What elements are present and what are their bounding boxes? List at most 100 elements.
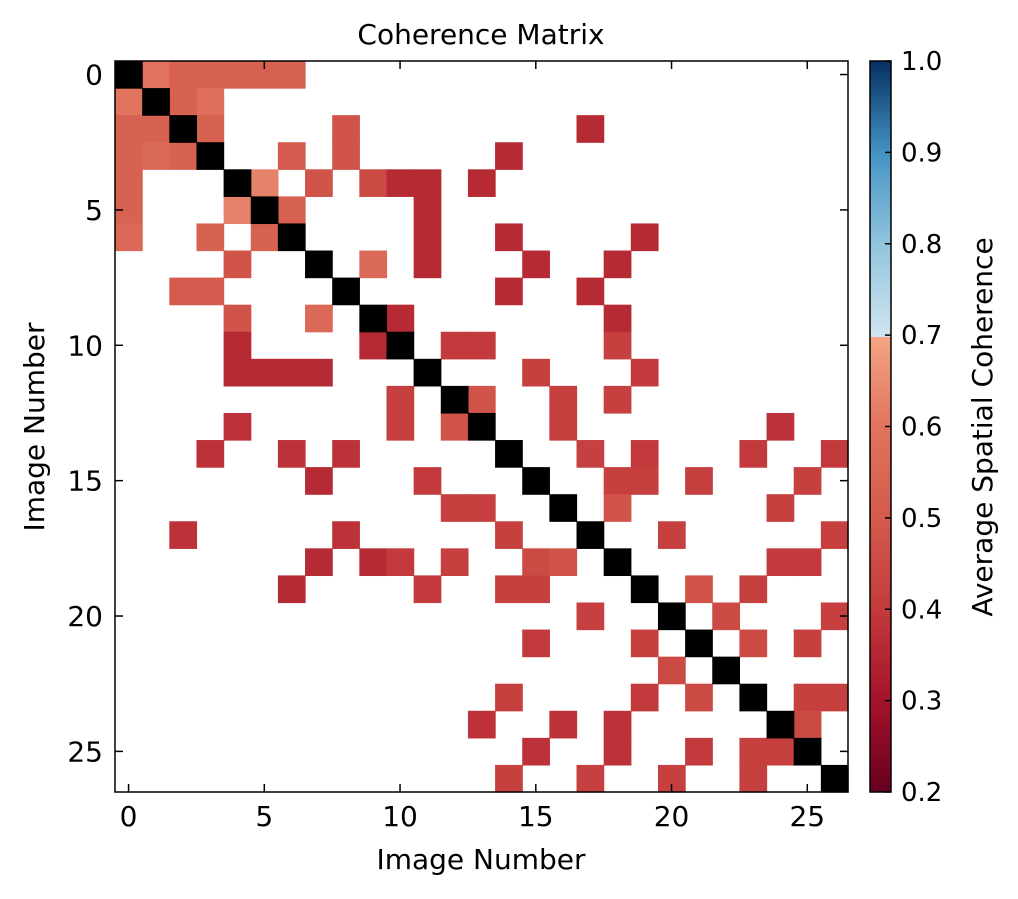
heatmap-cell <box>413 223 442 252</box>
heatmap-cell <box>522 629 550 658</box>
x-tick-label: 20 <box>654 800 690 833</box>
plot-frame <box>114 60 849 793</box>
colorbar-tick-label: 0.3 <box>901 687 942 717</box>
diagonal-cell <box>820 764 849 793</box>
heatmap-cell <box>440 331 469 360</box>
heatmap-cell <box>495 521 523 549</box>
heatmap-cell <box>820 440 849 468</box>
heatmap-cell <box>603 737 632 766</box>
heatmap-cell <box>332 115 360 143</box>
heatmap-cell <box>196 440 225 468</box>
heatmap-cell <box>196 61 225 89</box>
heatmap-cell <box>495 575 523 604</box>
heatmap-cell <box>793 467 822 495</box>
heatmap-cell <box>223 250 252 279</box>
diagonal-cell <box>657 602 686 631</box>
heatmap-cell <box>495 142 523 170</box>
chart-title: Coherence Matrix <box>357 18 604 51</box>
heatmap-cell <box>766 737 795 766</box>
heatmap-cell <box>549 710 578 739</box>
heatmap-cell <box>549 548 578 577</box>
heatmap-cell <box>115 223 143 252</box>
colorbar-tick-label: 0.4 <box>901 595 942 625</box>
heatmap-cell <box>332 440 360 468</box>
heatmap-cell <box>793 710 822 739</box>
heatmap-cell <box>739 737 768 766</box>
diagonal-cell <box>223 169 252 197</box>
x-tick-label: 25 <box>789 800 825 833</box>
heatmap-cell <box>223 196 252 225</box>
diagonal-cell <box>196 142 225 170</box>
y-axis-ticks: 0 5 10 15 20 25 <box>67 59 848 768</box>
heatmap-cell <box>386 548 415 577</box>
heatmap-cell <box>603 494 632 522</box>
heatmap-cell <box>467 385 496 414</box>
heatmap-cell <box>739 575 768 604</box>
heatmap-cell <box>549 412 578 441</box>
heatmap-cell <box>115 115 143 143</box>
diagonal-cell <box>739 683 768 712</box>
diagonal-cell <box>576 521 605 549</box>
heatmap-cell <box>576 115 605 143</box>
heatmap-cell <box>766 548 795 577</box>
heatmap-cell <box>467 710 496 739</box>
x-tick-label: 10 <box>382 800 418 833</box>
heatmap-cell <box>630 358 659 387</box>
heatmap-cells <box>115 61 849 793</box>
diagonal-cell <box>603 548 632 577</box>
heatmap-cell <box>386 304 415 333</box>
heatmap-cell <box>766 494 795 522</box>
diagonal-cell <box>495 440 523 468</box>
heatmap-cell <box>576 440 605 468</box>
y-tick-label: 15 <box>67 465 103 498</box>
colorbar: 0.2 0.3 0.4 0.5 0.6 0.7 0.8 0.9 1.0 Average Spat… <box>869 47 999 808</box>
heatmap-cell <box>793 629 822 658</box>
heatmap-cell <box>169 521 198 549</box>
heatmap-cell <box>685 467 713 495</box>
heatmap-cell <box>169 88 198 116</box>
heatmap-cell <box>142 61 170 89</box>
diagonal-cell <box>712 656 741 685</box>
heatmap-cell <box>142 115 170 143</box>
heatmap-cell <box>630 629 659 658</box>
heatmap-cell <box>305 304 333 333</box>
heatmap-cell <box>793 683 822 712</box>
heatmap-cell <box>685 575 713 604</box>
heatmap-cell <box>603 385 632 414</box>
heatmap-cell <box>277 575 306 604</box>
diagonal-cell <box>142 88 170 116</box>
heatmap-cell <box>603 304 632 333</box>
heatmap-cell <box>413 575 442 604</box>
heatmap-cell <box>522 737 550 766</box>
heatmap-cell <box>467 331 496 360</box>
heatmap-cell <box>576 277 605 306</box>
heatmap-cell <box>657 521 686 549</box>
heatmap-cell <box>305 358 333 387</box>
colorbar-tick-label: 0.7 <box>901 321 942 351</box>
diagonal-cell <box>277 223 306 252</box>
heatmap-cell <box>413 250 442 279</box>
heatmap-cell <box>603 331 632 360</box>
heatmap-cell <box>739 764 768 793</box>
diagonal-cell <box>413 358 442 387</box>
diagonal-cell <box>685 629 713 658</box>
heatmap-cell <box>115 88 143 116</box>
heatmap-cell <box>223 412 252 441</box>
x-tick-label: 15 <box>518 800 554 833</box>
heatmap-cell <box>657 656 686 685</box>
heatmap-cell <box>115 142 143 170</box>
heatmap-cell <box>115 169 143 197</box>
heatmap-cell <box>603 250 632 279</box>
heatmap-cell <box>169 277 198 306</box>
heatmap-cell <box>522 358 550 387</box>
diagonal-cell <box>522 467 550 495</box>
colorbar-tick-label: 0.8 <box>901 230 942 260</box>
heatmap-cell <box>386 385 415 414</box>
colorbar-ticks: 0.2 0.3 0.4 0.5 0.6 0.7 0.8 0.9 1.0 <box>885 47 942 808</box>
heatmap-cell <box>169 142 198 170</box>
y-tick-label: 5 <box>85 194 103 227</box>
heatmap-cell <box>522 575 550 604</box>
heatmap-cell <box>467 494 496 522</box>
heatmap-cell <box>495 764 523 793</box>
diagonal-cell <box>440 385 469 414</box>
